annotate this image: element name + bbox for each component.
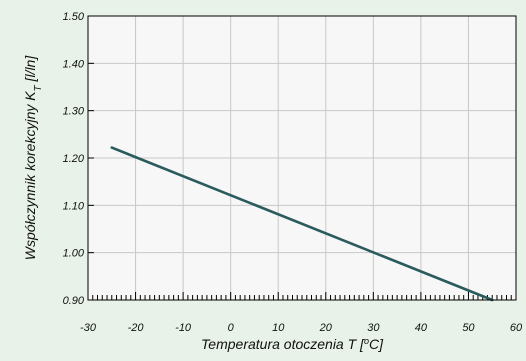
- grid-layer: [88, 16, 516, 300]
- y-tick-label: 1.20: [63, 153, 85, 165]
- y-tick-label: 1.30: [63, 106, 85, 118]
- x-axis-title-end: C]: [369, 336, 384, 352]
- plot-frame: [87, 15, 517, 301]
- y-axis-title-sub: T: [33, 84, 44, 91]
- x-tick-label: 0: [228, 322, 235, 334]
- x-tick-label: -20: [128, 322, 145, 334]
- tick-labels: -30 -20 -10 0 10 20 30 40 50 60 0.90 1.00 1.10 1.20 1.…: [63, 11, 523, 334]
- y-axis-title-end: [l/ln]: [22, 55, 38, 86]
- x-axis-title-sup: o: [364, 336, 369, 346]
- x-tick-label: 10: [272, 322, 285, 334]
- y-tick-label: 1.40: [63, 58, 85, 70]
- x-tick-label: 40: [415, 322, 428, 334]
- y-axis-title: Współczynnik korekcyjny KT [l/ln]: [22, 55, 44, 261]
- x-tick-label: 30: [367, 322, 380, 334]
- x-tick-label: 20: [319, 322, 333, 334]
- minor-ticks: [87, 15, 517, 301]
- x-axis-title-main: Temperatura otoczenia T [: [201, 336, 366, 352]
- x-tick-label: -10: [175, 322, 192, 334]
- x-tick-label: -30: [80, 322, 97, 334]
- y-axis-title-main: Współczynnik korekcyjny K: [22, 91, 38, 260]
- y-tick-label: 1.50: [63, 11, 85, 23]
- x-tick-label: 60: [510, 322, 523, 334]
- series-layer: [110, 146, 494, 302]
- y-tick-label: 1.00: [63, 248, 85, 260]
- series-line: [110, 146, 494, 302]
- x-tick-label: 50: [462, 322, 475, 334]
- y-tick-label: 1.10: [63, 200, 85, 212]
- y-tick-label: 0.90: [63, 295, 85, 307]
- x-axis-title: Temperatura otoczenia T [oC]: [201, 336, 384, 352]
